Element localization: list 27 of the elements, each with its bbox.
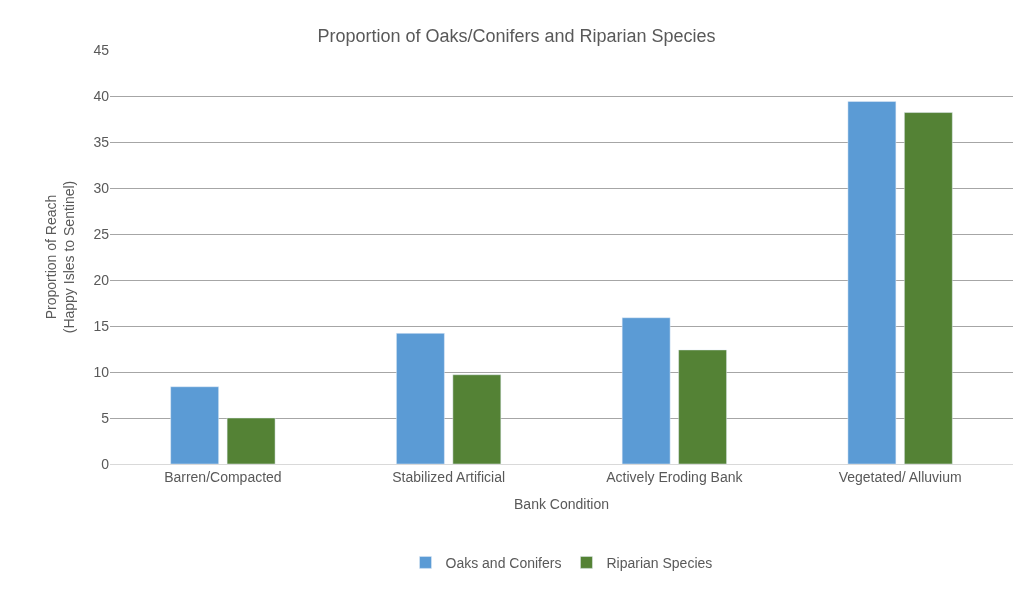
chart-title: Proportion of Oaks/Conifers and Riparian Species	[317, 26, 716, 47]
y-tick-label: 25	[93, 225, 110, 242]
legend-label: Riparian Species	[606, 554, 713, 571]
y-tick-label: 45	[93, 41, 110, 58]
bar	[678, 349, 727, 464]
bar	[170, 386, 219, 464]
y-axis-title: Proportion of Reach (Happy Isles to Sentinel)	[42, 180, 78, 334]
y-tick-label: 15	[93, 317, 110, 334]
y-tick-label: 0	[101, 455, 110, 472]
bar	[452, 374, 502, 464]
bar	[621, 317, 671, 464]
x-axis-title: Bank Condition	[514, 496, 609, 513]
x-tick-label: Stabilized Artificial	[392, 468, 506, 485]
x-tick-label: Actively Eroding Bank	[606, 468, 744, 485]
bar	[226, 417, 276, 464]
y-tick-label: 5	[101, 409, 110, 426]
y-tick-label: 20	[93, 271, 110, 288]
bar	[904, 112, 953, 464]
x-tick-label: Vegetated/ Alluvium	[838, 468, 962, 485]
y-tick-label: 10	[93, 363, 110, 380]
x-tick-label: Barren/Compacted	[164, 468, 282, 485]
bar	[847, 101, 897, 464]
y-tick-label: 35	[93, 133, 110, 150]
y-tick-label: 30	[93, 179, 110, 196]
legend-label: Oaks and Conifers	[445, 554, 562, 571]
bar	[396, 333, 445, 464]
y-tick-label: 40	[93, 87, 110, 104]
